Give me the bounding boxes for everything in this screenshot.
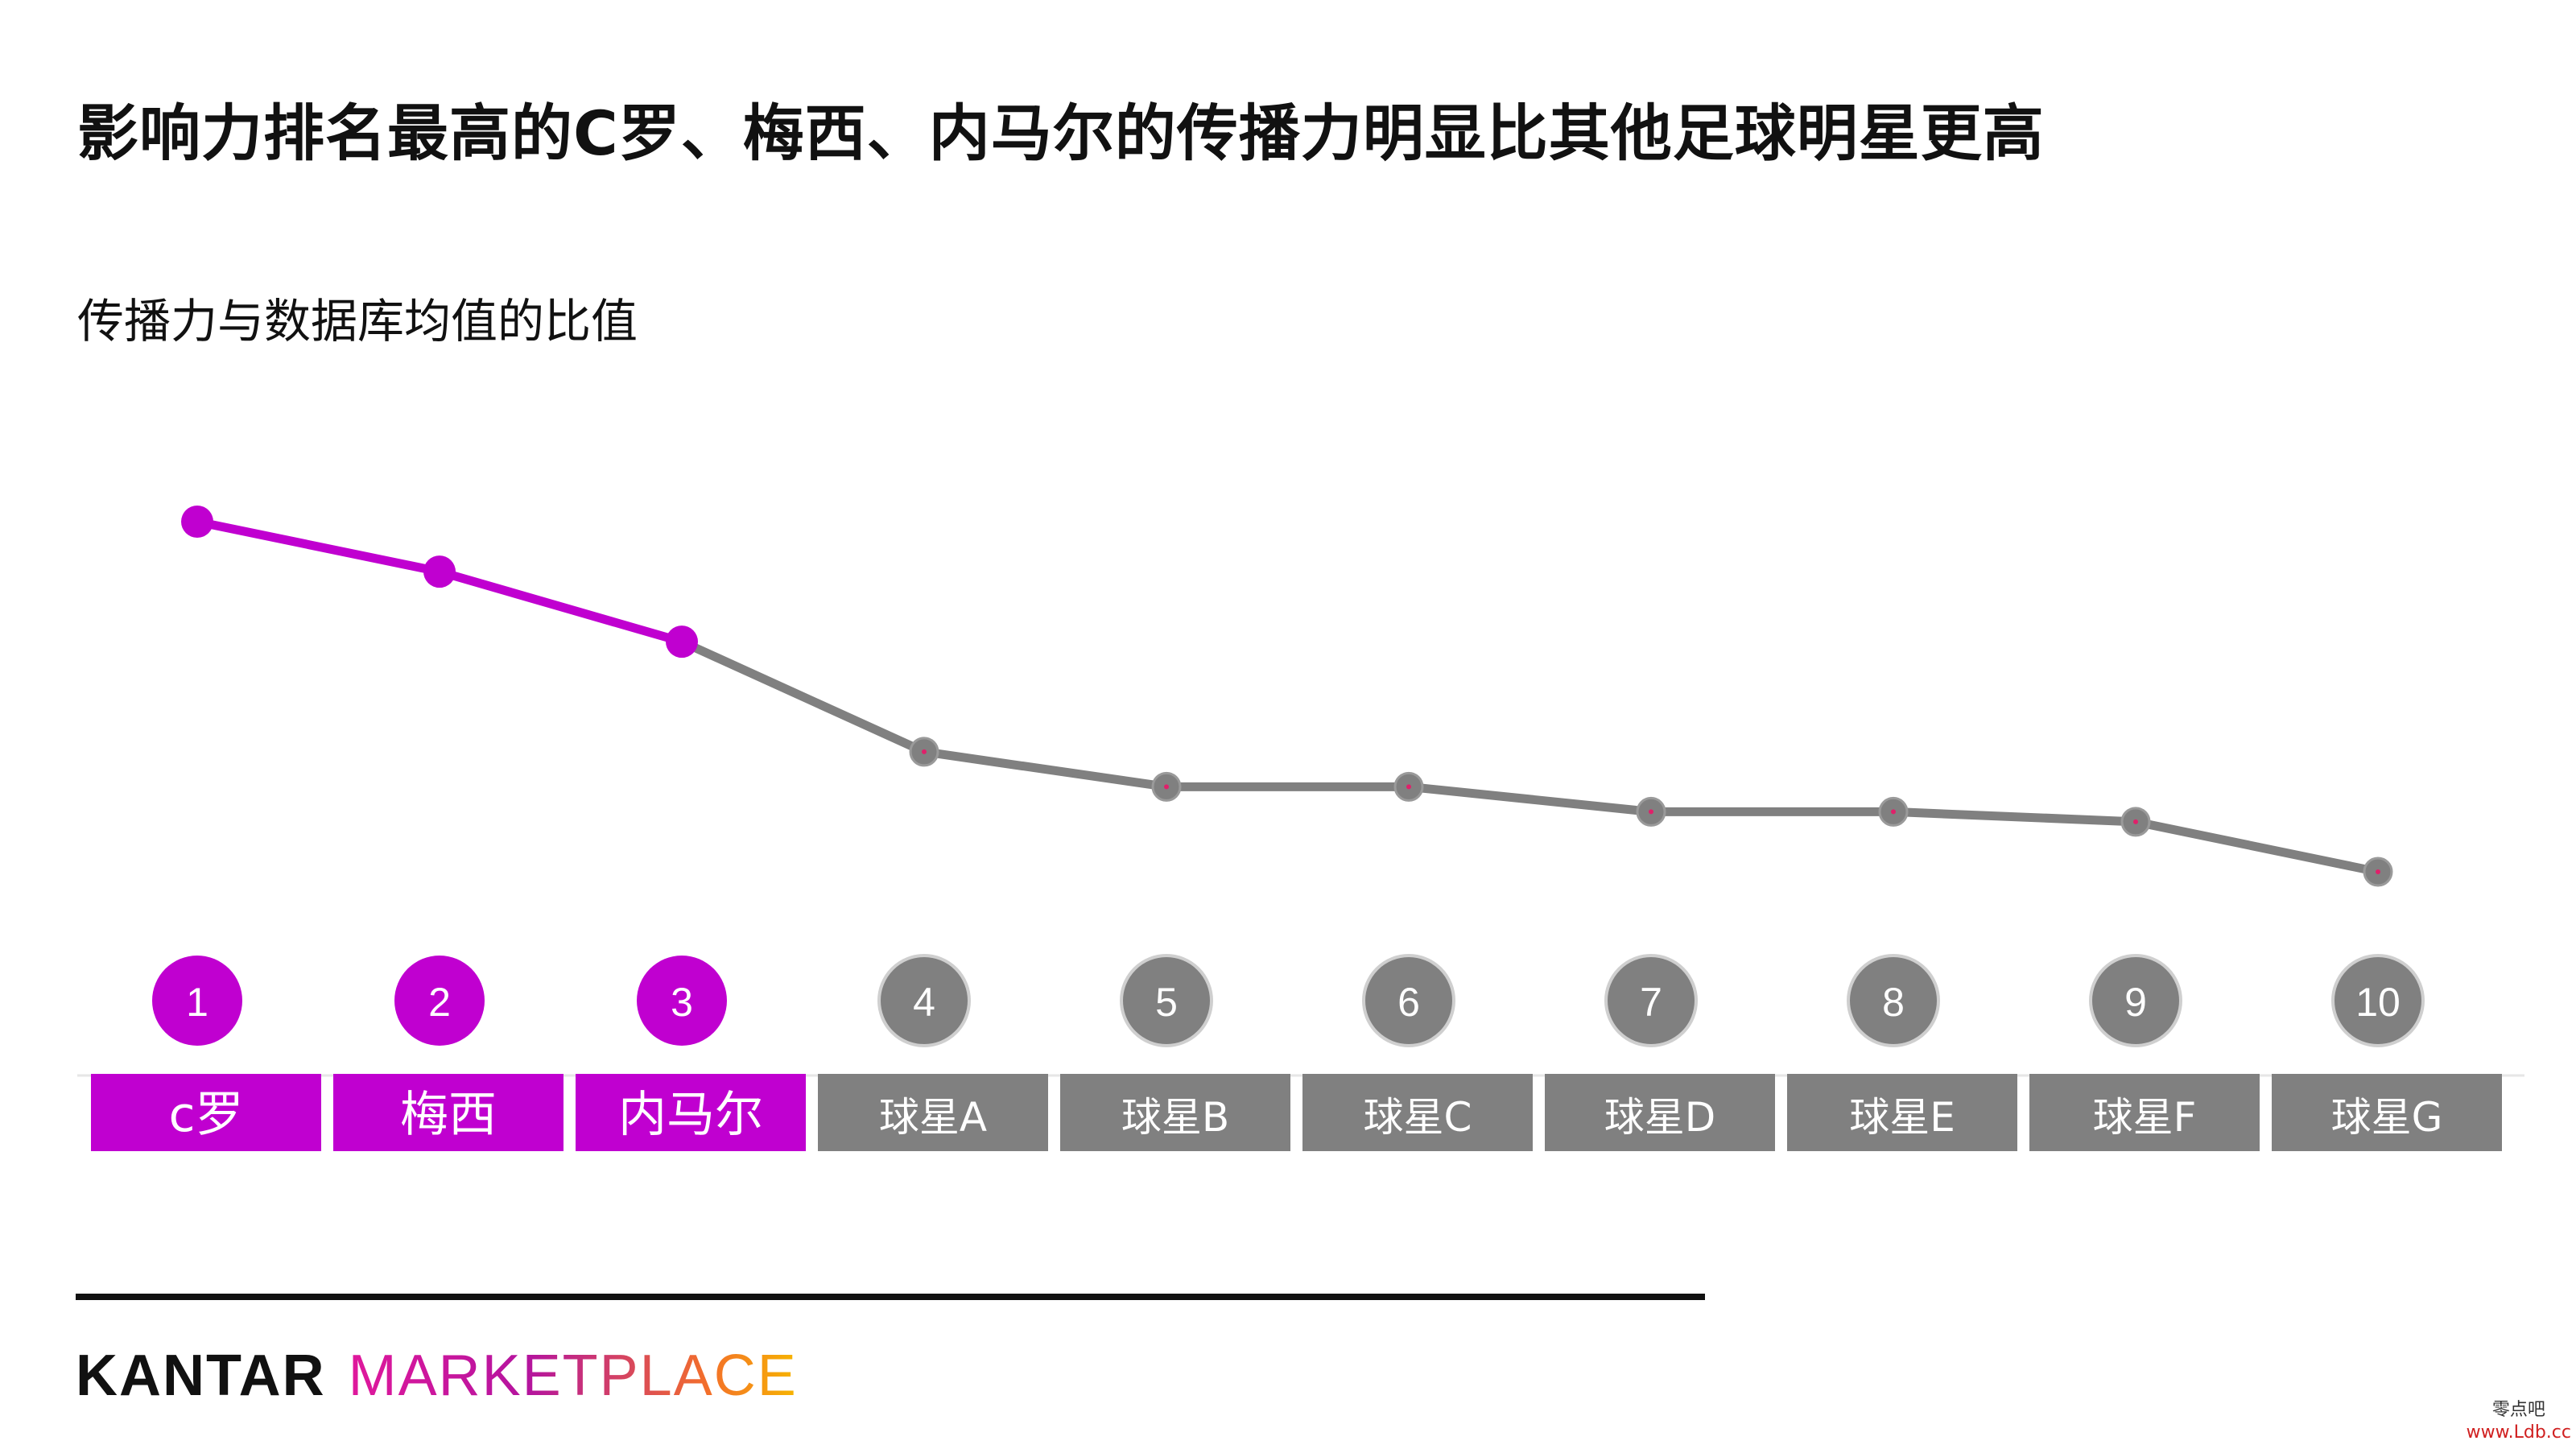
logo-marketplace-text: MARKETPLACE — [348, 1344, 798, 1408]
data-point-center — [1649, 809, 1653, 815]
rank-badge — [1362, 954, 1455, 1047]
series-line-segment — [1889, 807, 2140, 827]
rank-label: 10 — [2355, 980, 2401, 1025]
series-line-segment — [919, 747, 1171, 791]
watermark-site-name: 零点吧 — [2491, 1400, 2545, 1420]
rank-badge — [2331, 954, 2425, 1047]
rank-badge — [1847, 954, 1940, 1047]
series-line-segment — [2131, 817, 2383, 877]
rank-badge — [1604, 954, 1698, 1047]
category-label: 球星E — [1849, 1094, 1955, 1141]
rank-badge — [2089, 954, 2182, 1047]
rank-label: 3 — [671, 980, 693, 1025]
page-title: 影响力排名最高的C罗、梅西、内马尔的传播力明显比其他足球明星更高 — [77, 97, 2045, 169]
category-label-box — [1302, 1074, 1533, 1151]
rank-label: 5 — [1155, 980, 1178, 1025]
rank-label: 6 — [1397, 980, 1420, 1025]
data-point-center — [2376, 869, 2380, 874]
watermark-url: www.Ldb.cc — [2466, 1422, 2571, 1443]
data-point-center — [2133, 819, 2138, 824]
rank-badge — [637, 956, 727, 1046]
category-label: 球星F — [2093, 1094, 2197, 1141]
category-label: 梅西 — [400, 1087, 497, 1143]
chart-title: 传播力与数据库均值的比值 — [77, 294, 638, 349]
rank-badge — [152, 956, 242, 1046]
rank-badge — [1120, 954, 1213, 1047]
data-point-center — [1164, 784, 1169, 790]
series-line-segment — [435, 567, 687, 646]
category-label: 内马尔 — [618, 1087, 763, 1143]
logo-kantar-text: KANTAR — [76, 1344, 326, 1408]
footer-divider — [76, 1294, 1705, 1300]
category-label-box — [91, 1074, 321, 1151]
data-point-center — [922, 749, 927, 754]
category-label-box — [1545, 1074, 1775, 1151]
data-point — [423, 555, 456, 588]
category-label-box — [2029, 1074, 2260, 1151]
rank-label: 1 — [186, 980, 208, 1025]
category-label: 球星A — [879, 1094, 987, 1141]
rank-label: 4 — [913, 980, 935, 1025]
series-line-segment — [192, 517, 444, 576]
rank-badge — [877, 954, 971, 1047]
rank-label: 9 — [2124, 980, 2147, 1025]
category-label: 球星D — [1604, 1094, 1716, 1141]
category-label-box — [2272, 1074, 2502, 1151]
kantar-marketplace-logo: KANTAR MARKETPLACE — [76, 1343, 798, 1409]
series-line-segment — [677, 637, 929, 757]
category-label-box — [1787, 1074, 2017, 1151]
watermark: 零点吧 www.Ldb.cc — [2467, 1399, 2571, 1444]
rank-badge — [394, 956, 485, 1046]
data-point-center — [1891, 809, 1896, 815]
category-label-box — [333, 1074, 564, 1151]
category-label-box — [576, 1074, 806, 1151]
series-line-segment — [1404, 782, 1656, 816]
data-point — [666, 625, 698, 658]
rank-label: 8 — [1882, 980, 1905, 1025]
data-point — [181, 506, 213, 538]
rank-label: 7 — [1640, 980, 1662, 1025]
category-label: 球星B — [1121, 1094, 1229, 1141]
rank-label: 2 — [428, 980, 451, 1025]
category-label: 球星G — [2331, 1094, 2443, 1141]
category-label: 球星C — [1364, 1094, 1472, 1141]
category-label-box — [818, 1074, 1048, 1151]
category-label: c罗 — [169, 1087, 244, 1143]
category-label-box — [1060, 1074, 1290, 1151]
data-point-center — [1406, 784, 1411, 790]
